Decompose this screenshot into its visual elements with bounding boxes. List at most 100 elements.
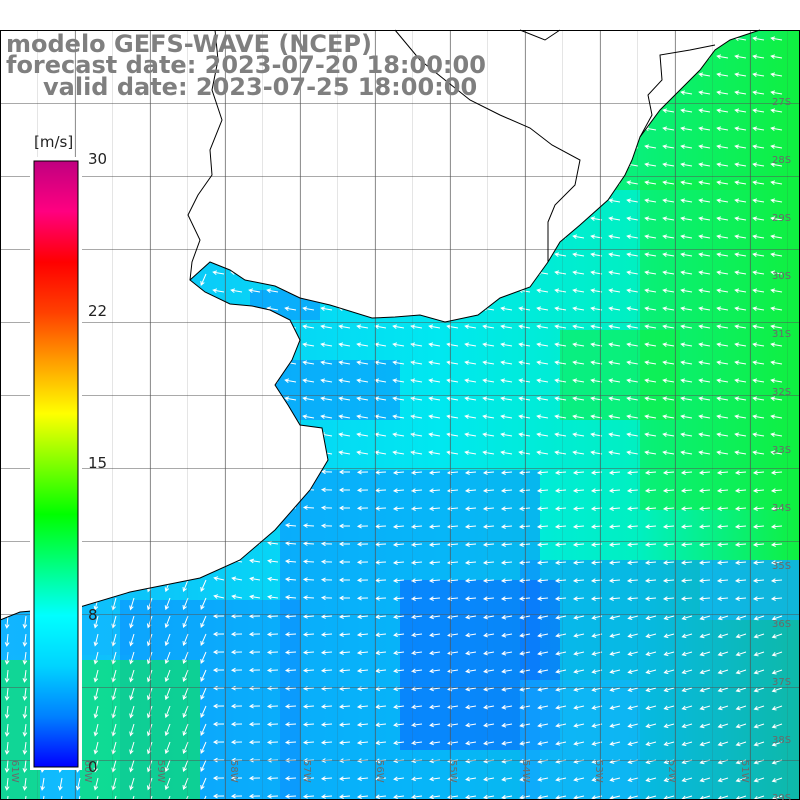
wind-arrow [302,776,315,781]
wind-arrow [248,793,261,799]
wind-arrow [734,396,747,401]
wind-arrow [500,162,513,167]
wind-arrow [374,578,387,583]
wind-arrow [734,470,747,475]
wind-arrow [93,525,99,539]
wind-arrow [302,595,315,600]
wind-arrow [572,524,585,529]
wind-arrow [410,506,423,511]
wind-arrow [75,795,81,800]
wind-arrow [248,162,261,167]
wind-arrow [554,360,567,365]
wind-arrow [129,165,135,179]
wind-arrow [500,108,513,113]
wind-arrow [320,722,333,727]
wind-arrow [182,489,189,503]
wind-arrow [200,723,207,736]
wind-arrow [356,108,369,113]
wind-arrow [164,399,171,413]
wind-arrow [212,649,225,655]
wind-arrow [609,777,621,782]
wind-arrow [22,597,28,611]
wind-arrow [410,306,423,311]
wind-arrow [4,183,10,197]
wind-arrow [681,777,693,783]
wind-arrow [608,414,621,419]
wind-arrow [428,524,441,529]
wind-arrow [716,252,729,257]
wind-arrow [248,126,261,131]
wind-arrow [555,723,567,728]
wind-arrow [608,524,621,529]
wind-arrow [338,559,350,565]
wind-arrow [662,234,675,239]
wind-arrow [428,342,441,347]
wind-arrow [302,270,315,275]
wind-arrow [698,306,711,311]
wind-arrow [75,777,81,791]
wind-arrow [428,470,441,475]
wind-arrow [428,578,441,583]
wind-arrow [626,524,639,529]
wind-arrow [717,741,729,747]
wind-arrow [374,542,387,547]
wind-arrow [752,470,765,475]
wind-arrow [482,324,495,329]
wind-arrow [266,108,279,113]
wind-arrow [4,489,10,503]
wind-arrow [230,450,243,455]
wind-arrow [392,470,405,475]
wind-arrow [374,288,387,293]
wind-arrow [573,615,585,620]
wind-arrow [662,72,675,77]
wind-arrow [446,234,459,239]
wind-arrow [230,144,243,149]
wind-arrow [770,198,783,203]
wind-arrow [500,450,513,455]
wind-arrow [609,669,621,674]
wind-arrow [644,198,657,203]
wind-arrow [284,450,297,455]
wind-arrow [374,144,387,149]
wind-arrow [410,234,423,239]
wind-arrow [146,111,153,125]
wind-arrow [716,90,729,95]
wind-arrow [302,722,315,727]
wind-arrow [22,417,28,431]
wind-arrow [22,579,28,593]
wind-arrow [735,633,747,639]
wind-arrow [698,36,711,41]
lon-label: 61W [9,760,20,783]
wind-arrow [662,596,675,601]
wind-arrow [752,488,765,493]
wind-arrow [500,54,513,59]
wind-arrow [200,579,207,592]
wind-arrow [482,234,495,239]
wind-arrow [338,487,350,493]
wind-arrow [680,506,693,511]
wind-arrow [410,560,423,565]
wind-arrow [572,54,585,59]
wind-arrow [231,468,243,474]
wind-arrow [555,795,567,800]
wind-arrow [4,795,10,800]
wind-arrow [536,542,549,547]
wind-arrow [93,399,99,413]
wind-arrow [212,324,225,329]
wind-arrow [248,432,261,437]
wind-arrow [446,306,459,311]
wind-arrow [446,198,459,203]
wind-arrow [771,669,783,675]
wind-arrow [375,776,387,782]
wind-arrow [536,180,549,185]
wind-arrow [680,54,693,59]
wind-arrow [770,342,783,347]
wind-arrow [681,741,693,747]
wind-arrow [302,306,315,311]
wind-arrow [770,578,783,583]
wind-arrow [626,252,639,257]
wind-arrow [680,560,693,565]
lat-label: 36S [772,619,791,630]
wind-arrow [93,435,99,449]
wind-arrow [212,234,225,239]
